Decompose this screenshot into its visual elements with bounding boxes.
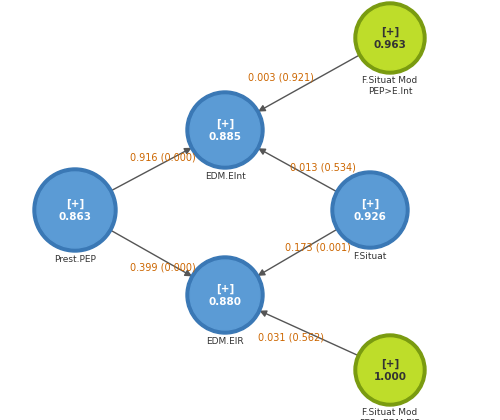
Circle shape <box>331 171 409 249</box>
Text: [+]
0.963: [+] 0.963 <box>374 26 406 50</box>
Text: F.Situat: F.Situat <box>354 252 386 261</box>
Circle shape <box>186 91 264 169</box>
Circle shape <box>354 334 426 406</box>
Text: [+]
0.926: [+] 0.926 <box>354 198 386 222</box>
Circle shape <box>190 95 260 165</box>
Text: Prest.PEP: Prest.PEP <box>54 255 96 264</box>
Text: F.Situat Mod
PEP>E.Int: F.Situat Mod PEP>E.Int <box>362 76 418 96</box>
Text: 0.916 (0.000): 0.916 (0.000) <box>130 153 196 163</box>
Text: 0.173 (0.001): 0.173 (0.001) <box>285 243 351 253</box>
Text: 0.003 (0.921): 0.003 (0.921) <box>248 73 314 83</box>
Circle shape <box>190 260 260 330</box>
Text: EDM.EInt: EDM.EInt <box>204 172 246 181</box>
Circle shape <box>335 175 405 245</box>
Text: [+]
1.000: [+] 1.000 <box>374 358 406 382</box>
Text: 0.399 (0.000): 0.399 (0.000) <box>130 263 196 273</box>
Text: EDM.EIR: EDM.EIR <box>206 337 244 346</box>
Text: 0.031 (0.562): 0.031 (0.562) <box>258 333 324 343</box>
Circle shape <box>354 2 426 74</box>
Text: [+]
0.863: [+] 0.863 <box>58 198 92 222</box>
Text: 0.013 (0.534): 0.013 (0.534) <box>290 163 356 173</box>
Circle shape <box>186 256 264 334</box>
Text: F.Situat Mod
PEP>EDM.EIR: F.Situat Mod PEP>EDM.EIR <box>359 408 421 420</box>
Circle shape <box>358 6 422 70</box>
Text: [+]
0.880: [+] 0.880 <box>208 283 242 307</box>
Circle shape <box>37 172 113 248</box>
Circle shape <box>358 338 422 402</box>
Text: [+]
0.885: [+] 0.885 <box>208 118 242 142</box>
Circle shape <box>33 168 117 252</box>
